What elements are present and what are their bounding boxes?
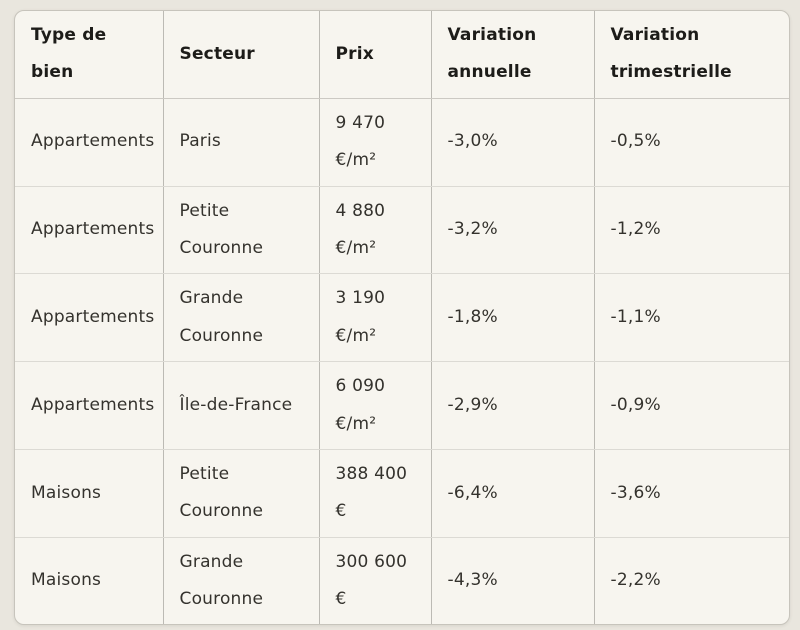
cell-variation-annuelle: -3,0%	[431, 98, 595, 187]
table-row: Appartements Paris 9 470 €/m² -3,0% -0,5…	[15, 98, 789, 187]
cell-type-de-bien: Maisons	[15, 449, 164, 538]
cell-type-de-bien: Appartements	[15, 273, 164, 363]
table-row: Maisons Grande Couronne 300 600 € -4,3% …	[15, 537, 789, 624]
cell-secteur: Grande Couronne	[163, 273, 320, 363]
cell-variation-trimestrielle: -0,9%	[594, 361, 789, 450]
cell-secteur: Paris	[163, 98, 320, 187]
table-row: Appartements Petite Couronne 4 880 €/m² …	[15, 186, 789, 275]
price-amount: 4 880	[335, 200, 386, 221]
column-header-secteur: Secteur	[163, 11, 320, 99]
price-amount: 300 600	[335, 551, 408, 572]
price-unit: €/m²	[335, 325, 377, 346]
price-amount: 388 400	[335, 463, 408, 484]
cell-variation-annuelle: -6,4%	[431, 449, 595, 538]
price-unit: €	[335, 501, 347, 522]
cell-prix: 388 400 €	[319, 449, 432, 538]
column-header-variation-annuelle: Variation annuelle	[431, 11, 595, 99]
column-header-type-de-bien: Type de bien	[15, 11, 164, 99]
cell-variation-annuelle: -2,9%	[431, 361, 595, 450]
table-row: Appartements Île-de-France 6 090 €/m² -2…	[15, 361, 789, 450]
cell-secteur: Grande Couronne	[163, 537, 320, 624]
price-amount: 3 190	[335, 288, 386, 309]
price-unit: €/m²	[335, 413, 377, 434]
cell-secteur: Petite Couronne	[163, 186, 320, 275]
cell-variation-trimestrielle: -0,5%	[594, 98, 789, 187]
column-header-variation-trimestrielle: Variation trimestrielle	[594, 11, 789, 99]
table-row: Maisons Petite Couronne 388 400 € -6,4% …	[15, 449, 789, 538]
price-unit: €/m²	[335, 237, 377, 258]
cell-prix: 9 470 €/m²	[319, 98, 432, 187]
column-header-prix: Prix	[319, 11, 432, 99]
cell-secteur: Petite Couronne	[163, 449, 320, 538]
table-row: Appartements Grande Couronne 3 190 €/m² …	[15, 273, 789, 363]
cell-variation-trimestrielle: -1,2%	[594, 186, 789, 275]
cell-variation-annuelle: -4,3%	[431, 537, 595, 624]
cell-variation-annuelle: -3,2%	[431, 186, 595, 275]
cell-variation-trimestrielle: -2,2%	[594, 537, 789, 624]
cell-prix: 3 190 €/m²	[319, 273, 432, 363]
price-unit: €/m²	[335, 150, 377, 171]
cell-type-de-bien: Appartements	[15, 361, 164, 450]
cell-prix: 6 090 €/m²	[319, 361, 432, 450]
cell-type-de-bien: Appartements	[15, 186, 164, 275]
cell-variation-trimestrielle: -1,1%	[594, 273, 789, 363]
cell-prix: 4 880 €/m²	[319, 186, 432, 275]
real-estate-price-table: Type de bien Secteur Prix Variation annu…	[15, 11, 789, 624]
cell-variation-trimestrielle: -3,6%	[594, 449, 789, 538]
cell-variation-annuelle: -1,8%	[431, 273, 595, 363]
price-unit: €	[335, 589, 347, 610]
price-amount: 9 470	[335, 112, 386, 133]
real-estate-price-table-card: Type de bien Secteur Prix Variation annu…	[14, 10, 790, 625]
cell-prix: 300 600 €	[319, 537, 432, 624]
price-amount: 6 090	[335, 376, 386, 397]
cell-secteur: Île-de-France	[163, 361, 320, 450]
cell-type-de-bien: Appartements	[15, 98, 164, 187]
cell-type-de-bien: Maisons	[15, 537, 164, 624]
header-row: Type de bien Secteur Prix Variation annu…	[15, 11, 789, 99]
